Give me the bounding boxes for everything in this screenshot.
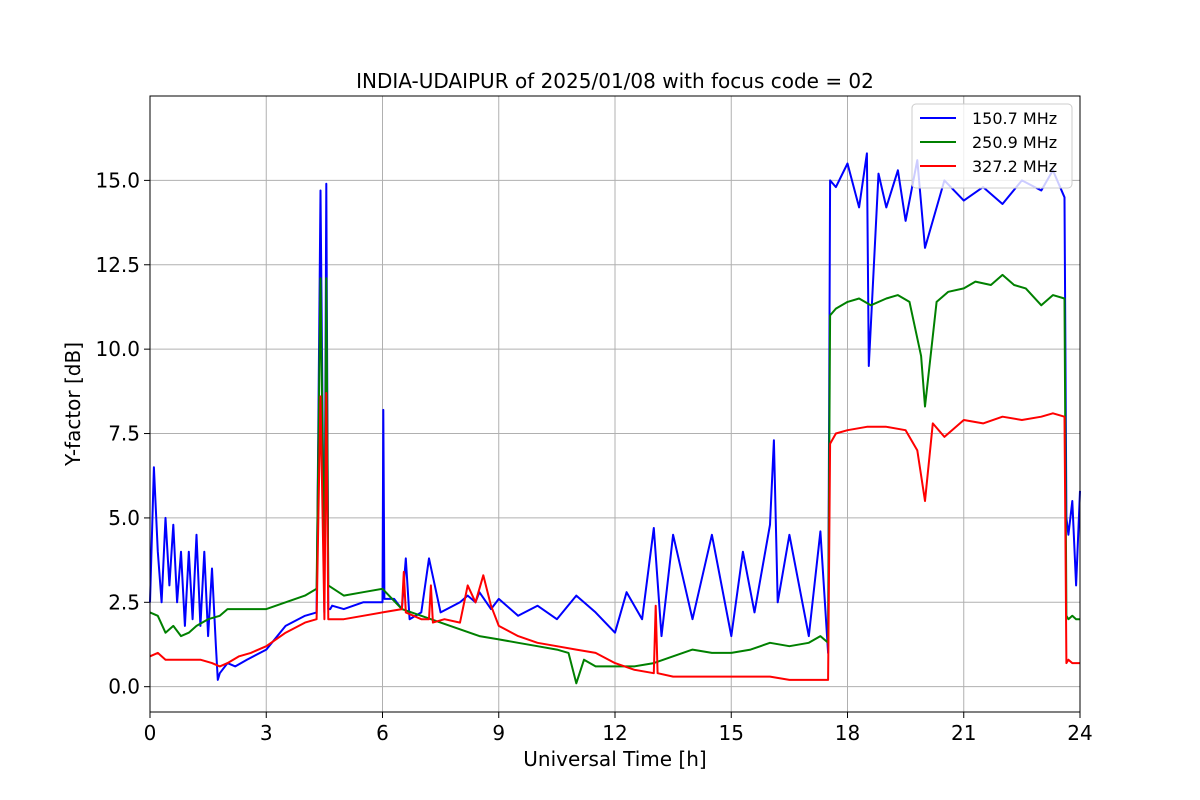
ticks: 0 3 6 9 12 15 18 21 24 0.0 2.5 5.0 7.5 10.0 12.5 15.0 [95, 168, 1092, 745]
y-tick-label: 15.0 [95, 168, 140, 192]
x-axis-label: Universal Time [h] [523, 747, 706, 771]
y-tick-label: 12.5 [95, 253, 140, 277]
series-group [149, 152, 1081, 685]
y-tick-label: 2.5 [108, 590, 140, 614]
x-tick-label: 0 [144, 721, 157, 745]
series-line-1 [149, 152, 1081, 681]
y-axis-label: Y-factor [dB] [61, 342, 85, 467]
x-tick-label: 21 [951, 721, 976, 745]
series-line-3 [149, 392, 1080, 681]
y-tick-label: 5.0 [108, 506, 140, 530]
series-line-2 [149, 273, 1080, 685]
x-tick-label: 6 [376, 721, 389, 745]
legend-label: 150.7 MHz [972, 109, 1057, 128]
y-tick-label: 10.0 [95, 337, 140, 361]
x-tick-label: 24 [1067, 721, 1092, 745]
y-tick-label: 0.0 [108, 675, 140, 699]
x-tick-label: 12 [602, 721, 627, 745]
legend-label: 327.2 MHz [972, 157, 1057, 176]
x-tick-label: 15 [719, 721, 744, 745]
chart-title: INDIA-UDAIPUR of 2025/01/08 with focus c… [356, 69, 874, 93]
legend: 150.7 MHz 250.9 MHz 327.2 MHz [911, 103, 1073, 189]
x-tick-label: 9 [492, 721, 505, 745]
x-tick-label: 3 [260, 721, 273, 745]
plot-frame [149, 95, 1081, 713]
legend-label: 250.9 MHz [972, 133, 1057, 152]
y-tick-label: 7.5 [108, 422, 140, 446]
x-tick-label: 18 [835, 721, 860, 745]
